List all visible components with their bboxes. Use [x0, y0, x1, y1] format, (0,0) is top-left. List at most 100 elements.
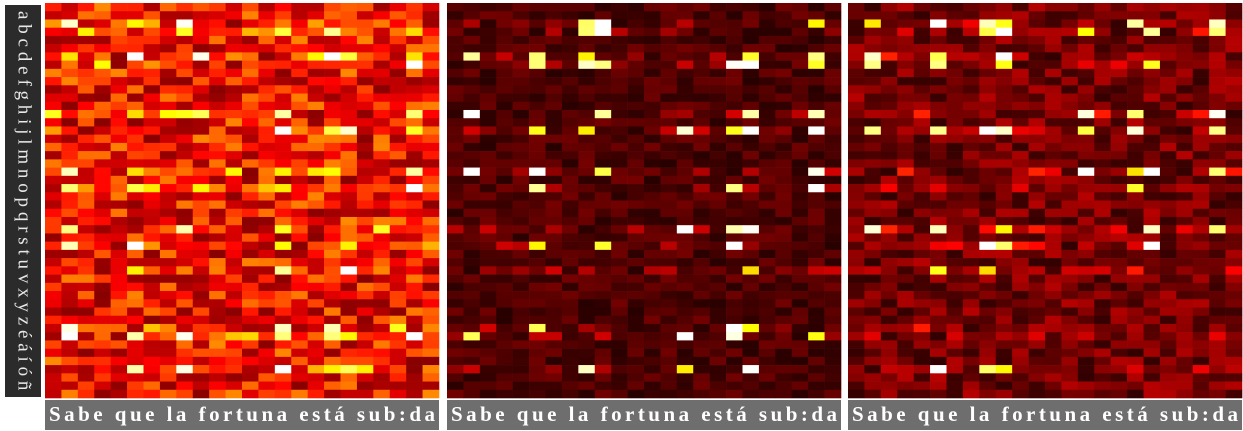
heatmap-cell: [422, 216, 440, 226]
heatmap-cell: [447, 340, 464, 349]
heatmap-cell: [1028, 299, 1046, 308]
heatmap-cell: [1209, 233, 1226, 242]
heatmap-cell: [962, 11, 980, 20]
heatmap-cell: [192, 249, 210, 259]
heatmap-cell: [94, 19, 111, 28]
heatmap-cell: [1176, 258, 1194, 267]
heatmap-cell: [242, 192, 259, 201]
heatmap-cell: [45, 44, 62, 53]
heatmap-cell: [726, 340, 743, 349]
heatmap-cell: [159, 142, 177, 152]
heatmap-cell: [946, 356, 964, 366]
heatmap-cell: [291, 225, 308, 234]
heatmap-cell: [274, 233, 292, 242]
heatmap-cell: [676, 11, 694, 20]
heatmap-cell: [1094, 282, 1111, 292]
heatmap-cell: [693, 348, 710, 358]
heatmap-cell: [660, 208, 678, 218]
heatmap-cell: [1225, 134, 1243, 144]
heatmap-cell: [1012, 356, 1029, 366]
heatmap-cell: [389, 118, 407, 127]
heatmap-cell: [742, 93, 760, 103]
heatmap-cell: [913, 118, 931, 127]
heatmap-cell: [848, 93, 865, 103]
heatmap-cell: [1225, 126, 1243, 135]
heatmap-cell: [225, 299, 243, 308]
heatmap-cell: [693, 266, 710, 275]
heatmap-cell: [242, 184, 259, 193]
heatmap-cell: [660, 258, 678, 267]
heatmap-cell: [1159, 356, 1177, 366]
heatmap-cell: [110, 365, 128, 374]
heatmap-cell: [726, 93, 743, 103]
heatmap-cell: [1061, 68, 1079, 78]
heatmap-cell: [758, 184, 776, 193]
heatmap-cell: [1176, 233, 1194, 242]
heatmap-cell: [324, 241, 341, 251]
heatmap-cell: [897, 315, 914, 325]
heatmap-cell: [1159, 258, 1177, 267]
heatmap-cell: [307, 233, 325, 242]
heatmap-cell: [479, 3, 497, 12]
heatmap-cell: [775, 348, 793, 358]
heatmap-cell: [561, 93, 579, 103]
heatmap-cell: [880, 44, 898, 53]
heatmap-cell: [340, 348, 358, 358]
heatmap-cell: [864, 77, 882, 86]
heatmap-cell: [307, 192, 325, 201]
heatmap-cell: [192, 52, 210, 61]
heatmap-cell: [340, 3, 358, 12]
heatmap-cell: [143, 216, 161, 226]
heatmap-cell: [324, 184, 341, 193]
heatmap-cell: [463, 184, 481, 193]
heatmap-cell: [946, 332, 964, 341]
heatmap-cell: [726, 208, 743, 218]
heatmap-cell: [726, 315, 743, 325]
heatmap-cell: [824, 340, 842, 349]
heatmap-cell: [775, 19, 793, 28]
heatmap-cell: [676, 323, 694, 333]
heatmap-cell: [127, 27, 144, 37]
heatmap-cell: [1209, 19, 1226, 28]
heatmap-cell: [529, 315, 546, 325]
heatmap-cell: [258, 216, 276, 226]
heatmap-cell: [709, 151, 727, 160]
heatmap-cell: [995, 134, 1013, 144]
heatmap-cell: [274, 192, 292, 201]
heatmap-cell: [258, 282, 276, 292]
heatmap-cell: [1143, 126, 1161, 135]
heatmap-cell: [946, 142, 964, 152]
heatmap-cell: [913, 200, 931, 210]
heatmap-cell: [808, 208, 825, 218]
heatmap-cell: [1094, 216, 1111, 226]
heatmap-cell: [1110, 291, 1128, 300]
heatmap-cell: [726, 381, 743, 391]
heatmap-cell: [791, 52, 809, 61]
heatmap-cell: [1127, 159, 1144, 168]
heatmap-cell: [995, 307, 1013, 317]
heatmap-cell: [644, 101, 661, 111]
heatmap-cell: [127, 307, 144, 317]
heatmap-cell: [61, 315, 79, 325]
heatmap-cell: [496, 151, 513, 160]
heatmap-cell: [1012, 241, 1029, 251]
heatmap-cell: [529, 52, 546, 61]
heatmap-cell: [897, 348, 914, 358]
heatmap-cell: [962, 356, 980, 366]
heatmap-cell: [143, 208, 161, 218]
heatmap-cell: [1192, 299, 1210, 308]
heatmap-cell: [897, 52, 914, 61]
heatmap-cell: [930, 233, 947, 242]
heatmap-cell: [709, 258, 727, 267]
heatmap-cell: [644, 151, 661, 160]
heatmap-cell: [594, 167, 612, 177]
heatmap-cell: [1176, 216, 1194, 226]
heatmap-cell: [45, 192, 62, 201]
heatmap-cell: [880, 365, 898, 374]
heatmap-cell: [775, 249, 793, 259]
heatmap-cell: [1159, 274, 1177, 284]
heatmap-cell: [1159, 208, 1177, 218]
heatmap-cell: [291, 208, 308, 218]
heatmap-cell: [611, 118, 628, 127]
heatmap-cell: [447, 258, 464, 267]
